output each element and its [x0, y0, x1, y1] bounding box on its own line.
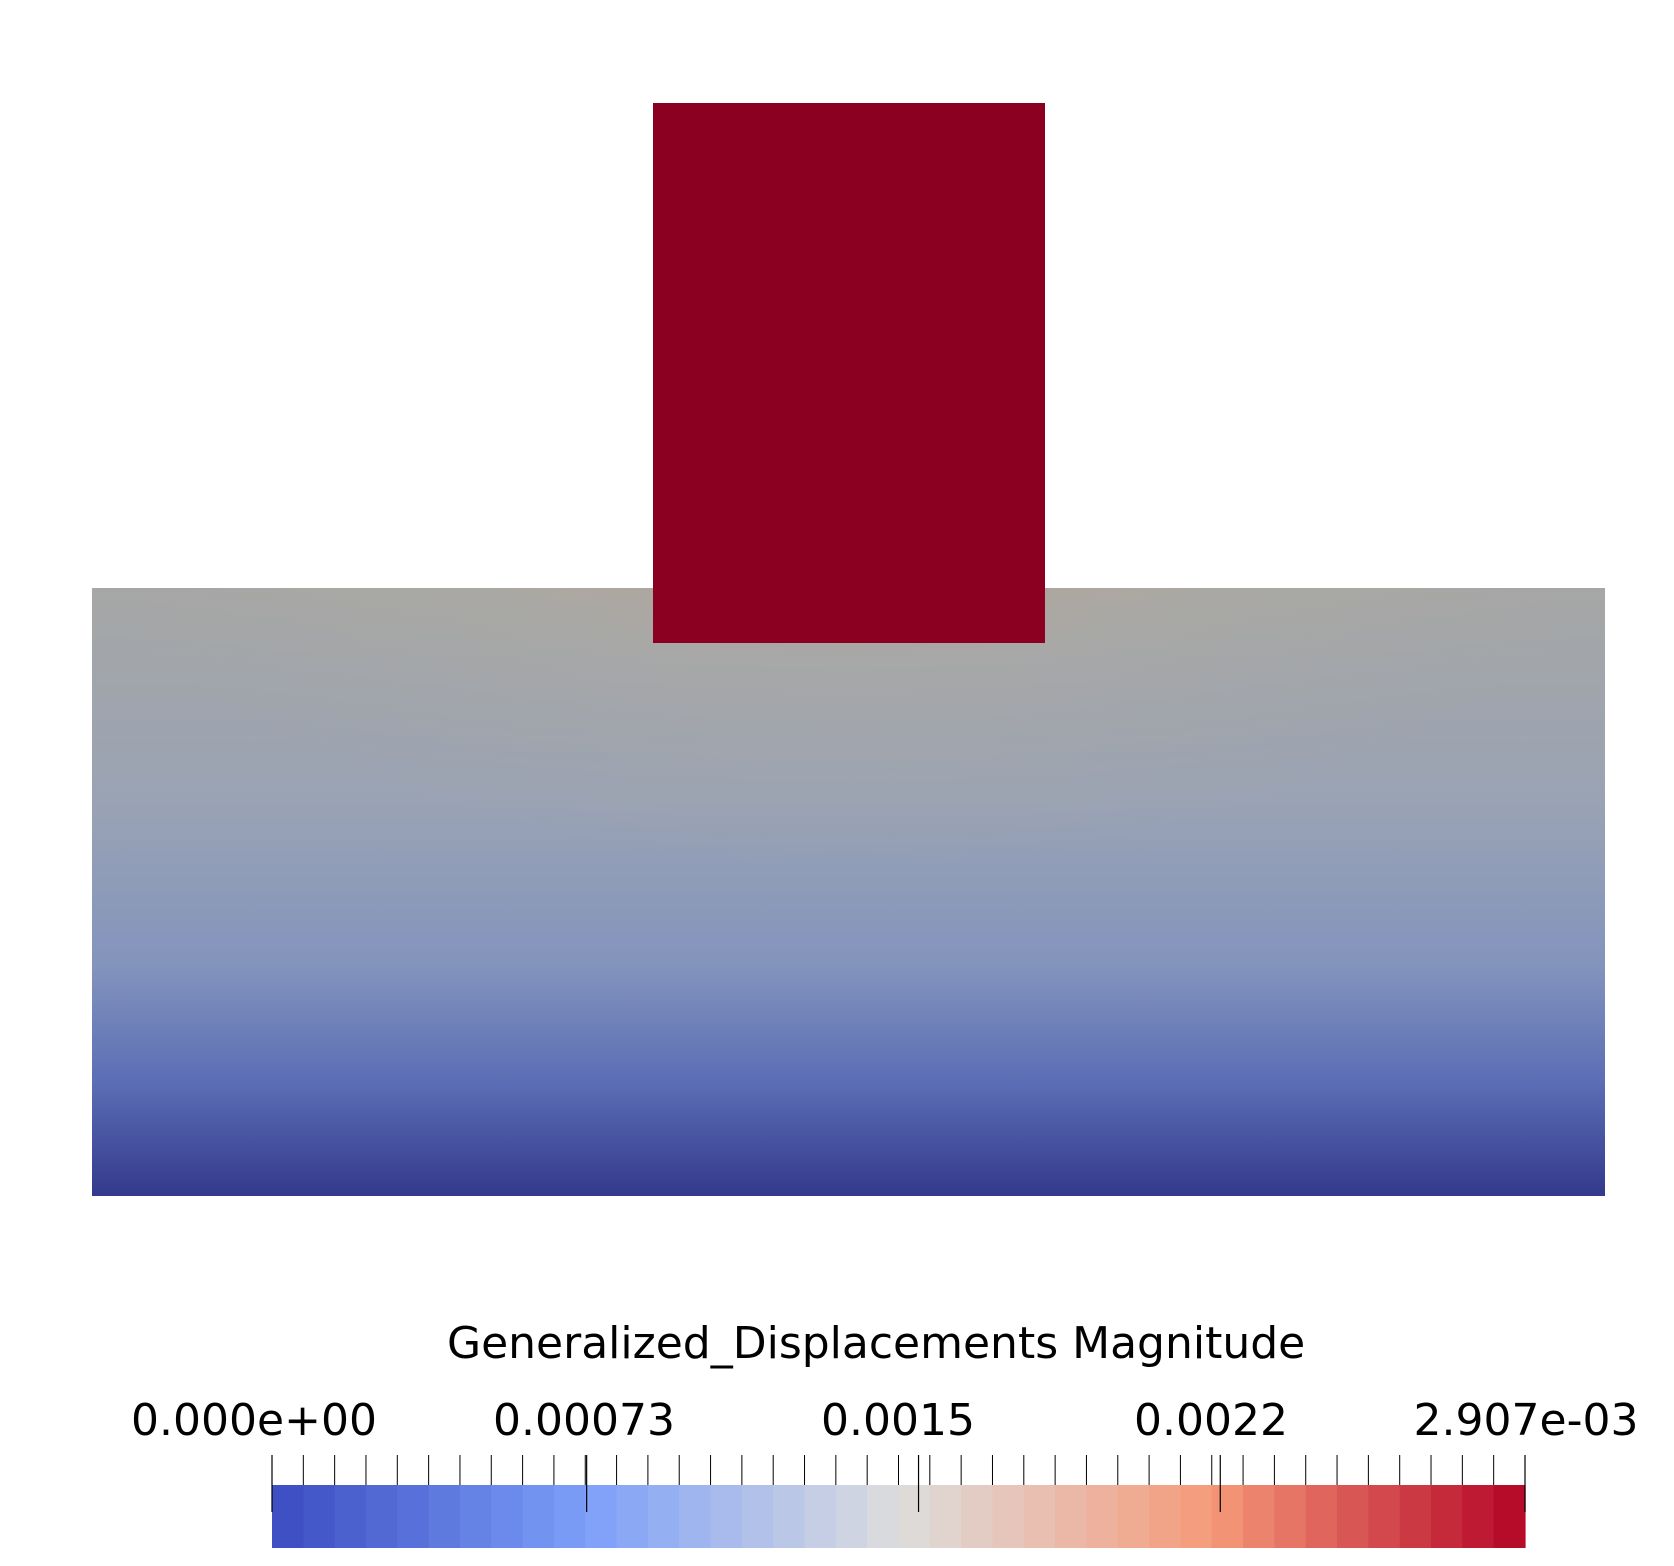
colorbar-swatch: [1211, 1485, 1244, 1548]
colorbar-swatch: [804, 1485, 837, 1548]
colorbar: [271, 1455, 1526, 1548]
colorbar-swatch: [1431, 1485, 1463, 1548]
colorbar-swatch: [1086, 1485, 1119, 1548]
colorbar-swatch: [459, 1485, 492, 1548]
colorbar-swatch: [428, 1485, 461, 1548]
displacement-core: [548, 588, 1148, 818]
colorbar-label-0: 0.000e+00: [131, 1395, 377, 1446]
foundation-block: [92, 588, 1605, 1196]
colorbar-swatch: [835, 1485, 868, 1548]
colorbar-swatch: [553, 1485, 586, 1548]
colorbar-swatch: [679, 1485, 712, 1548]
colorbar-label-3: 0.0022: [1134, 1395, 1288, 1446]
colorbar-swatch: [334, 1485, 367, 1548]
colorbar-swatch: [992, 1485, 1025, 1548]
colorbar-swatch: [1055, 1485, 1088, 1548]
colorbar-swatch: [616, 1485, 649, 1548]
colorbar-swatch: [272, 1485, 304, 1548]
colorbar-ticks: [271, 1455, 1526, 1512]
colorbar-swatch: [773, 1485, 806, 1548]
colorbar-swatch: [961, 1485, 994, 1548]
colorbar-swatch: [929, 1485, 962, 1548]
colorbar-swatch: [1274, 1485, 1307, 1548]
colorbar-swatch: [1117, 1485, 1150, 1548]
colorbar-swatch: [898, 1485, 931, 1548]
colorbar-swatch: [1149, 1485, 1182, 1548]
colorbar-swatch: [867, 1485, 900, 1548]
colorbar-swatch: [1023, 1485, 1056, 1548]
colorbar-swatch: [303, 1485, 336, 1548]
colorbar-swatch: [1399, 1485, 1432, 1548]
colorbar-swatch: [741, 1485, 774, 1548]
colorbar-swatch: [1462, 1485, 1495, 1548]
punch-block: [653, 103, 1045, 643]
colorbar-swatches: [272, 1485, 1526, 1548]
colorbar-swatch: [1368, 1485, 1401, 1548]
colorbar-swatch: [1305, 1485, 1338, 1548]
colorbar-swatch: [1243, 1485, 1275, 1548]
colorbar-swatch: [1493, 1485, 1526, 1548]
colorbar-swatch: [397, 1485, 430, 1548]
colorbar-label-4: 2.907e-03: [1413, 1395, 1639, 1446]
colorbar-swatch: [491, 1485, 524, 1548]
colorbar-title: Generalized_Displacements Magnitude: [447, 1318, 1306, 1369]
displacement-bulb: [92, 588, 1605, 1196]
colorbar-swatch: [1337, 1485, 1369, 1548]
colorbar-label-1: 0.00073: [493, 1395, 675, 1446]
colorbar-swatch: [1180, 1485, 1213, 1548]
colorbar-swatch: [647, 1485, 680, 1548]
colorbar-swatch: [710, 1485, 743, 1548]
colorbar-label-2: 0.0015: [821, 1395, 975, 1446]
colorbar-swatch: [522, 1485, 555, 1548]
colorbar-swatch: [585, 1485, 618, 1548]
colorbar-swatch: [365, 1485, 398, 1548]
